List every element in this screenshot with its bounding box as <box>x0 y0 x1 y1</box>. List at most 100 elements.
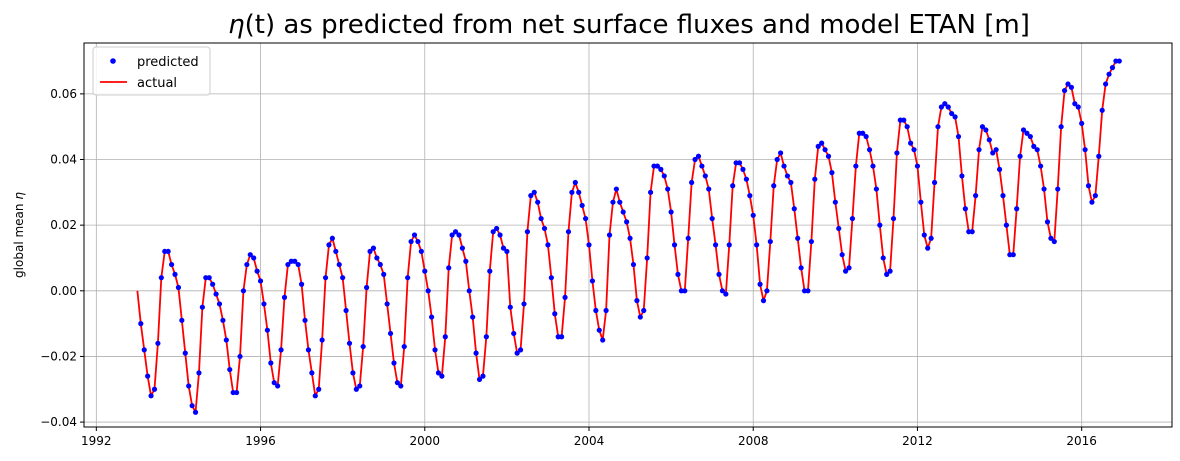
predicted-point <box>398 383 404 389</box>
predicted-point <box>151 386 158 392</box>
predicted-point <box>600 337 606 343</box>
predicted-point <box>805 288 811 294</box>
predicted-point <box>387 330 394 337</box>
predicted-point <box>740 166 746 172</box>
predicted-point <box>1075 104 1081 110</box>
predicted-point <box>1058 124 1064 130</box>
predicted-point <box>538 215 544 222</box>
y-axis: −0.04 −0.02 0.00 0.02 0.04 0.06 <box>40 87 84 429</box>
predicted-point <box>141 347 147 353</box>
predicted-point <box>716 271 722 277</box>
predicted-point <box>603 307 609 314</box>
predicted-point <box>483 334 489 340</box>
predicted-point <box>877 222 883 228</box>
predicted-point <box>1068 84 1075 90</box>
predicted-point <box>682 288 688 294</box>
legend-actual-label: actual <box>137 76 177 91</box>
predicted-point <box>220 317 226 323</box>
predicted-point <box>517 347 524 353</box>
predicted-point <box>760 298 767 304</box>
predicted-point <box>237 353 243 360</box>
predicted-point <box>299 281 305 287</box>
predicted-point <box>777 150 784 156</box>
predicted-point <box>405 275 411 281</box>
predicted-point <box>305 347 312 353</box>
predicted-point <box>145 373 151 379</box>
predicted-point <box>620 209 626 215</box>
predicted-point <box>730 183 736 189</box>
predicted-point <box>319 337 325 343</box>
predicted-point <box>695 153 702 159</box>
predicted-point <box>1065 81 1071 87</box>
predicted-point <box>473 350 479 356</box>
predicted-point <box>702 173 708 179</box>
predicted-point <box>206 275 212 281</box>
predicted-point <box>829 170 835 176</box>
predicted-point <box>880 255 886 261</box>
predicted-point <box>1027 133 1033 140</box>
predicted-point <box>329 235 335 241</box>
predicted-point <box>798 265 804 271</box>
predicted-point <box>480 373 486 379</box>
predicted-point <box>456 232 462 238</box>
predicted-point <box>545 242 551 248</box>
predicted-point <box>788 179 794 186</box>
predicted-point <box>459 245 465 251</box>
predicted-point <box>887 268 893 274</box>
predicted-point <box>487 268 493 274</box>
predicted-point <box>1092 193 1098 199</box>
predicted-point <box>699 163 705 169</box>
x-tick-label: 2012 <box>902 434 933 448</box>
predicted-point <box>630 261 637 268</box>
predicted-point <box>808 238 814 245</box>
predicted-point <box>658 166 664 172</box>
predicted-point <box>155 340 161 346</box>
y-tick-label: 0.06 <box>50 87 77 101</box>
predicted-point <box>192 409 199 415</box>
predicted-point <box>685 235 691 241</box>
predicted-point <box>1061 87 1068 94</box>
predicted-point <box>476 376 483 383</box>
predicted-point <box>422 268 428 274</box>
predicted-point <box>637 314 643 320</box>
predicted-point <box>494 225 500 232</box>
predicted-point <box>138 321 144 327</box>
predicted-point <box>535 199 541 205</box>
predicted-point <box>822 147 828 153</box>
predicted-point <box>925 245 931 251</box>
predicted-point <box>490 229 496 235</box>
predicted-point <box>1014 206 1020 212</box>
predicted-point <box>442 334 448 340</box>
predicted-point <box>938 104 945 110</box>
predicted-point <box>346 340 353 346</box>
predicted-point <box>736 160 743 166</box>
predicted-point <box>726 242 732 248</box>
predicted-point <box>589 278 596 284</box>
predicted-point <box>959 173 965 179</box>
predicted-point <box>675 271 681 277</box>
predicted-point <box>415 238 421 245</box>
predicted-point <box>278 347 284 353</box>
y-axis-label-symbol: η <box>12 192 26 200</box>
predicted-point <box>381 271 387 277</box>
y-tick-label: 0.02 <box>50 218 77 232</box>
y-tick-label: −0.02 <box>40 349 77 363</box>
predicted-point <box>1109 65 1116 71</box>
predicted-point <box>849 215 856 222</box>
predicted-point <box>904 124 910 130</box>
predicted-point <box>186 383 192 389</box>
predicted-point <box>285 261 291 268</box>
predicted-point <box>268 360 274 366</box>
predicted-point <box>1031 143 1037 149</box>
predicted-point <box>360 343 366 350</box>
predicted-point <box>993 147 999 153</box>
predicted-point <box>781 163 787 169</box>
predicted-point <box>979 124 986 130</box>
predicted-point <box>870 163 876 169</box>
predicted-point <box>918 199 924 205</box>
predicted-point <box>949 110 955 117</box>
predicted-point <box>692 156 698 163</box>
predicted-point <box>654 163 661 169</box>
predicted-point <box>1079 120 1085 127</box>
